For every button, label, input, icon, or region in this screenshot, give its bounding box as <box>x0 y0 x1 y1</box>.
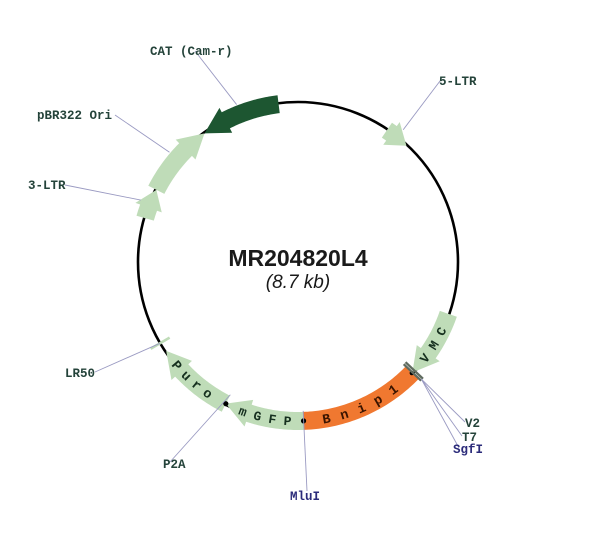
svg-text:3-LTR: 3-LTR <box>28 179 66 193</box>
svg-text:SgfI: SgfI <box>453 443 483 457</box>
svg-text:P: P <box>283 414 292 429</box>
svg-text:MluI: MluI <box>290 490 320 504</box>
svg-text:pBR322 Ori: pBR322 Ori <box>37 109 112 123</box>
svg-text:CAT (Cam-r): CAT (Cam-r) <box>150 45 233 59</box>
svg-text:5-LTR: 5-LTR <box>439 75 477 89</box>
svg-text:P2A: P2A <box>163 458 186 472</box>
svg-text:V2: V2 <box>465 417 480 431</box>
svg-text:(8.7 kb): (8.7 kb) <box>266 272 330 293</box>
svg-text:LR50: LR50 <box>65 367 95 381</box>
svg-text:MR204820L4: MR204820L4 <box>228 245 368 271</box>
